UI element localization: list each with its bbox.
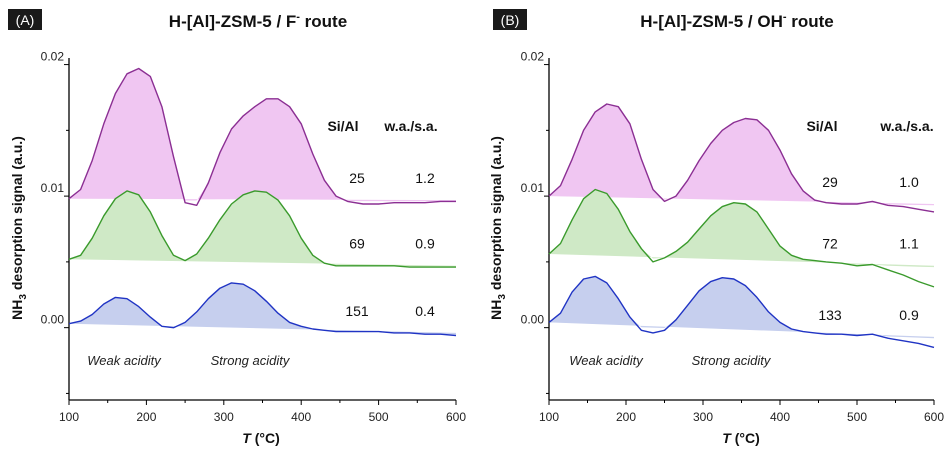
y-tick-label: 0.01: [521, 181, 545, 195]
strong-acidity-label: Strong acidity: [692, 353, 772, 368]
x-tick-label: 100: [539, 410, 559, 424]
strong-acidity-label: Strong acidity: [211, 353, 291, 368]
si-al-value: 69: [349, 236, 365, 252]
series-line-2: [548, 188, 935, 288]
x-tick-label: 200: [136, 410, 156, 424]
panel-b: (B) H-[Al]-ZSM-5 / OH- route NH3 desorpt…: [488, 9, 944, 446]
series-area-1: [549, 104, 934, 206]
si-al-value: 151: [345, 303, 369, 319]
y-tick-label: 0.00: [521, 313, 545, 327]
series-line-1: [68, 67, 456, 206]
x-tick-label: 200: [616, 410, 636, 424]
series-line-2: [68, 190, 456, 268]
series-line-3: [68, 282, 457, 337]
si-al-value: 133: [818, 307, 842, 323]
si-al-value: 25: [349, 170, 365, 186]
y-tick-label: 0.01: [41, 181, 65, 195]
plot-area: 100 200 300 400 500 600 0.00 0.01 0.02 29 1.0 72 1.1…: [521, 50, 945, 424]
wa-sa-header: w.a./s.a.: [383, 118, 437, 134]
series-area-2: [549, 189, 934, 268]
x-axis-label: T (°C): [722, 430, 760, 446]
panel-tag-box: [493, 9, 527, 30]
y-axis-label: NH3 desorption signal (a.u.): [488, 136, 508, 320]
panel-tag: (A): [16, 12, 35, 28]
panel-a: (A) H-[Al]-ZSM-5 / F- route NH3 desorpti…: [8, 9, 466, 446]
series-area-1: [69, 68, 456, 202]
x-tick-label: 300: [214, 410, 234, 424]
series-area-3: [549, 276, 934, 339]
series-line-1: [548, 103, 935, 213]
panel-title: H-[Al]-ZSM-5 / OH- route: [640, 11, 834, 31]
si-al-value: 29: [822, 174, 838, 190]
wa-sa-value: 0.9: [415, 236, 435, 252]
y-tick-label: 0.02: [521, 50, 545, 64]
wa-sa-header: w.a./s.a.: [879, 118, 933, 134]
weak-acidity-label: Weak acidity: [87, 353, 162, 368]
series-area-3: [69, 282, 456, 335]
weak-acidity-label: Weak acidity: [569, 353, 644, 368]
x-axis-label: T (°C): [242, 430, 280, 446]
panel-tag: (B): [501, 12, 520, 28]
si-al-value: 72: [822, 236, 838, 252]
x-tick-label: 100: [59, 410, 79, 424]
x-tick-label: 600: [446, 410, 466, 424]
wa-sa-value: 1.2: [415, 170, 435, 186]
series-line-3: [548, 275, 935, 349]
si-al-header: Si/Al: [327, 118, 358, 134]
series-area-2: [69, 190, 456, 268]
x-tick-label: 400: [291, 410, 311, 424]
wa-sa-value: 1.1: [899, 236, 919, 252]
wa-sa-value: 0.9: [899, 307, 919, 323]
y-axis-label: NH3 desorption signal (a.u.): [9, 136, 29, 320]
y-tick-label: 0.00: [41, 313, 65, 327]
x-tick-label: 400: [770, 410, 790, 424]
x-tick-label: 300: [693, 410, 713, 424]
x-tick-label: 500: [369, 410, 389, 424]
y-tick-label: 0.02: [41, 50, 65, 64]
plot-area: 100 200 300 400 500 600 0.00 0.01 0.02 25 1.2 69 0.9…: [41, 50, 467, 424]
wa-sa-value: 1.0: [899, 174, 919, 190]
panel-title: H-[Al]-ZSM-5 / F- route: [169, 11, 347, 31]
panel-tag-box: [8, 9, 42, 30]
x-tick-label: 600: [924, 410, 944, 424]
x-tick-label: 500: [847, 410, 867, 424]
wa-sa-value: 0.4: [415, 303, 435, 319]
si-al-header: Si/Al: [806, 118, 837, 134]
